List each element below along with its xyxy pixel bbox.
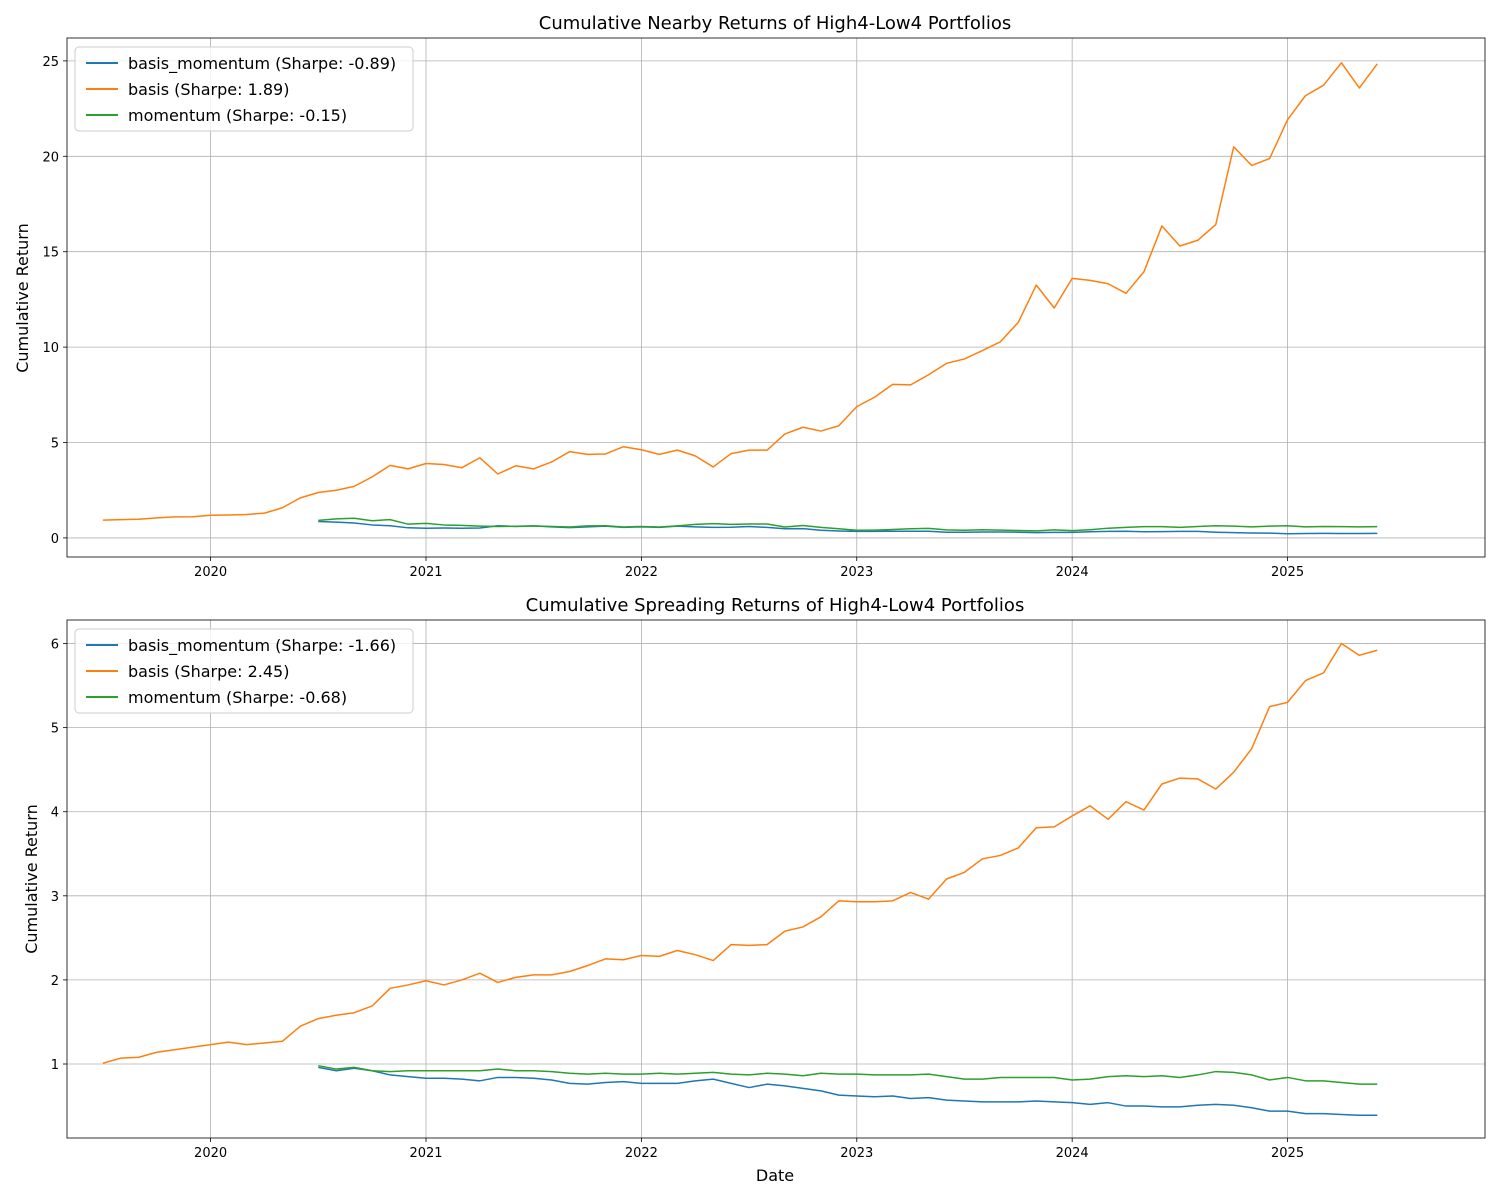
x-tick-label: 2023 <box>840 565 873 580</box>
subplot-nearby: Cumulative Nearby Returns of High4-Low4 … <box>13 13 1486 580</box>
legend: basis_momentum (Sharpe: -1.66) basis (Sha… <box>74 628 414 714</box>
y-tick-label: 20 <box>42 150 59 165</box>
legend: basis_momentum (Sharpe: -0.89) basis (Sha… <box>74 46 414 132</box>
y-tick-label: 3 <box>51 890 59 905</box>
legend-box <box>74 46 414 132</box>
chart-title: Cumulative Nearby Returns of High4-Low4 … <box>539 13 1012 34</box>
chart-title: Cumulative Spreading Returns of High4-Lo… <box>526 595 1025 616</box>
x-tick-label: 2021 <box>409 565 442 580</box>
y-tick-label: 0 <box>51 532 59 547</box>
x-tick-label: 2022 <box>625 1146 658 1161</box>
legend-label: basis_momentum (Sharpe: -0.89) <box>128 54 396 74</box>
y-tick-label: 4 <box>51 806 59 821</box>
x-tick-label: 2023 <box>840 1146 873 1161</box>
x-tick-label: 2021 <box>409 1146 442 1161</box>
plot-area-spreading: 2020 2021 2022 2023 2024 2025 1 2 3 4 5 6 basis_mome… <box>51 619 1486 1161</box>
legend-box <box>74 628 414 714</box>
series-line-basis <box>102 62 1378 521</box>
legend-label: basis_momentum (Sharpe: -1.66) <box>128 636 396 656</box>
x-axis-label: Date <box>756 1166 794 1185</box>
y-tick-label: 2 <box>51 974 59 989</box>
y-axis-label: Cumulative Return <box>22 804 41 954</box>
series-line-momentum <box>318 517 1378 532</box>
x-tick-label: 2024 <box>1056 565 1089 580</box>
x-tick-label: 2024 <box>1056 1146 1089 1161</box>
legend-label: momentum (Sharpe: -0.68) <box>128 688 347 707</box>
y-axis-label: Cumulative Return <box>13 223 32 373</box>
x-tick-label: 2020 <box>194 1146 227 1161</box>
x-tick-label: 2020 <box>194 565 227 580</box>
y-tick-label: 5 <box>51 437 59 452</box>
x-tick-label: 2022 <box>625 565 658 580</box>
series-line-momentum <box>318 1064 1378 1085</box>
series-group <box>102 62 1378 535</box>
x-tick-label: 2025 <box>1271 565 1304 580</box>
y-tick-label: 10 <box>42 341 59 356</box>
legend-label: basis (Sharpe: 1.89) <box>128 80 289 99</box>
legend-label: momentum (Sharpe: -0.15) <box>128 106 347 125</box>
y-tick-label: 6 <box>51 638 59 653</box>
y-tick-label: 15 <box>42 246 59 261</box>
x-tick-label: 2025 <box>1271 1146 1304 1161</box>
y-tick-label: 5 <box>51 722 59 737</box>
series-line-basis <box>102 642 1378 1064</box>
y-tick-label: 25 <box>42 55 59 70</box>
legend-label: basis (Sharpe: 2.45) <box>128 662 289 681</box>
subplot-spreading: Cumulative Spreading Returns of High4-Lo… <box>22 595 1486 1185</box>
y-tick-label: 1 <box>51 1058 59 1073</box>
series-line-basis_momentum <box>318 1066 1378 1117</box>
series-group <box>102 642 1378 1117</box>
axes-frame <box>66 619 1486 1139</box>
axes-frame <box>66 37 1486 558</box>
ticks: 2020 2021 2022 2023 2024 2025 1 2 3 4 5 6 <box>51 638 1304 1161</box>
